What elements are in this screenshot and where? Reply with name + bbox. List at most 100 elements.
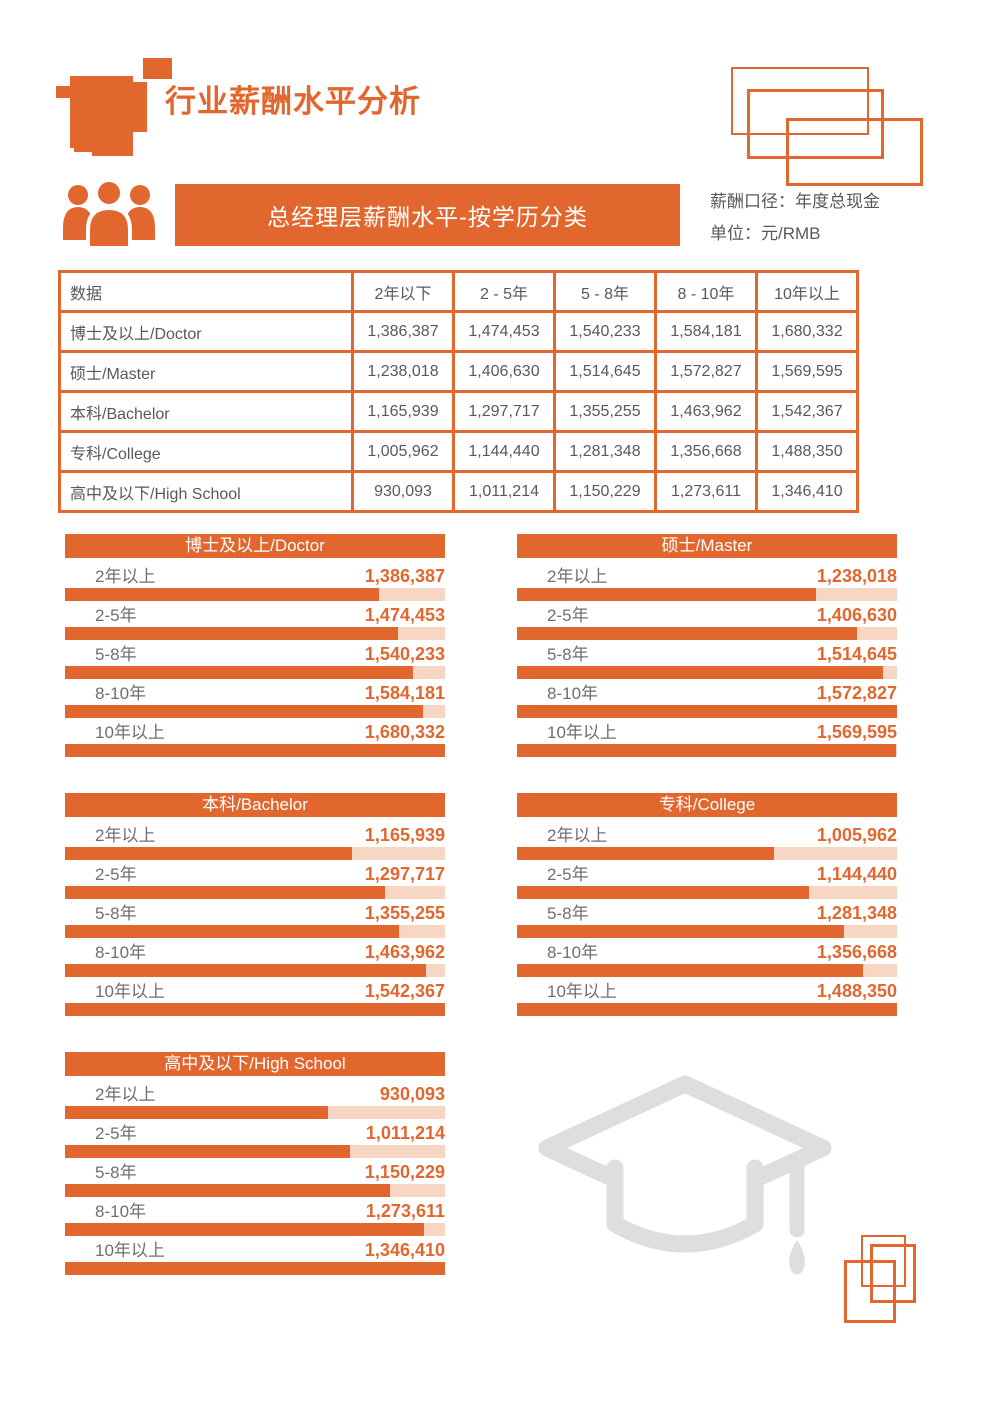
chart-bar-fill <box>517 1003 897 1016</box>
charts-grid: 博士及以上/Doctor 2年以上 1,386,387 2-5年 1,474,453 5-… <box>65 534 897 1275</box>
chart-value-label: 1,474,453 <box>364 605 445 625</box>
chart-category-label: 2-5年 <box>95 606 137 625</box>
chart-row: 8-10年 1,356,668 <box>517 938 897 977</box>
chart-bar-track <box>517 964 897 977</box>
chart-row-labels: 5-8年 1,355,255 <box>65 899 445 924</box>
table-row-label: 高中及以下/High School <box>58 470 354 513</box>
bar-chart-1: 博士及以上/Doctor 2年以上 1,386,387 2-5年 1,474,453 5-… <box>65 534 445 757</box>
chart-value-label: 1,355,255 <box>364 903 445 923</box>
chart-value-label: 1,572,827 <box>816 683 897 703</box>
chart-bar-track <box>65 1223 445 1236</box>
chart-bar-fill <box>517 666 883 679</box>
chart-category-label: 8-10年 <box>547 943 599 962</box>
people-group-icon <box>63 178 155 248</box>
chart-row: 8-10年 1,463,962 <box>65 938 445 977</box>
bar-chart-3: 本科/Bachelor 2年以上 1,165,939 2-5年 1,297,717 5-8… <box>65 793 445 1016</box>
table-cell-value: 1,273,611 <box>654 470 758 513</box>
chart-bar-fill <box>517 744 897 757</box>
decor-rect <box>844 1260 896 1323</box>
chart-bar-fill <box>65 1145 351 1158</box>
decor-rect <box>786 118 923 186</box>
chart-bar-track <box>517 925 897 938</box>
table-cell-value: 1,572,827 <box>654 350 758 393</box>
chart-category-label: 2-5年 <box>547 606 589 625</box>
meta-block: 薪酬口径：年度总现金 单位：元/RMB <box>710 186 880 250</box>
chart-row: 2-5年 1,297,717 <box>65 860 445 899</box>
table-cell-value: 1,540,233 <box>553 310 657 353</box>
chart-category-label: 5-8年 <box>547 645 589 664</box>
table-cell-value: 1,355,255 <box>553 390 657 433</box>
chart-row-labels: 5-8年 1,281,348 <box>517 899 897 924</box>
chart-value-label: 1,356,668 <box>816 942 897 962</box>
chart-title: 硕士/Master <box>517 534 897 558</box>
table-row-label: 博士及以上/Doctor <box>58 310 354 353</box>
chart-bar-track <box>517 666 897 679</box>
chart-row: 10年以上 1,488,350 <box>517 977 897 1016</box>
chart-category-label: 8-10年 <box>547 684 599 703</box>
table-row-label: 本科/Bachelor <box>58 390 354 433</box>
chart-bar-fill <box>65 666 414 679</box>
chart-bar-fill <box>65 1223 425 1236</box>
chart-row-labels: 8-10年 1,572,827 <box>517 679 897 704</box>
chart-bar-track <box>65 1262 445 1275</box>
chart-row: 10年以上 1,346,410 <box>65 1236 445 1275</box>
chart-row-labels: 2-5年 1,406,630 <box>517 601 897 626</box>
chart-row: 2年以上 1,165,939 <box>65 821 445 860</box>
decor-square <box>112 82 147 132</box>
chart-bar-track <box>65 1184 445 1197</box>
chart-category-label: 2-5年 <box>95 1124 137 1143</box>
chart-bar-track <box>65 666 445 679</box>
bar-chart-5: 高中及以下/High School 2年以上 930,093 2-5年 1,011,21… <box>65 1052 445 1275</box>
table-cell-value: 1,584,181 <box>654 310 758 353</box>
chart-bar-fill <box>65 627 399 640</box>
chart-row: 2-5年 1,011,214 <box>65 1119 445 1158</box>
chart-row-labels: 8-10年 1,273,611 <box>65 1197 445 1222</box>
chart-row-labels: 2年以上 1,238,018 <box>517 562 897 587</box>
table-row-label: 硕士/Master <box>58 350 354 393</box>
chart-category-label: 2年以上 <box>95 1085 156 1104</box>
chart-category-label: 2-5年 <box>547 865 589 884</box>
chart-value-label: 1,386,387 <box>364 566 445 586</box>
chart-category-label: 2年以上 <box>547 826 608 845</box>
chart-bar-track <box>65 744 445 757</box>
chart-bar-fill <box>65 847 353 860</box>
chart-title: 博士及以上/Doctor <box>65 534 445 558</box>
table-row-label: 专科/College <box>58 430 354 473</box>
chart-category-label: 8-10年 <box>95 943 147 962</box>
table-row: 硕士/Master 1,238,018 1,406,630 1,514,645 1,57… <box>58 350 859 393</box>
grad-cap-cell <box>535 1072 835 1302</box>
table-row: 高中及以下/High School 930,093 1,011,214 1,150,2… <box>58 470 859 513</box>
chart-row: 5-8年 1,281,348 <box>517 899 897 938</box>
chart-bar-track <box>65 1003 445 1016</box>
chart-value-label: 1,346,410 <box>364 1240 445 1260</box>
chart-row-labels: 2-5年 1,474,453 <box>65 601 445 626</box>
chart-row: 2-5年 1,144,440 <box>517 860 897 899</box>
decor-rect <box>731 67 869 135</box>
table-cell-value: 1,406,630 <box>452 350 556 393</box>
chart-bar-track <box>517 588 897 601</box>
chart-bar-track <box>65 705 445 718</box>
chart-row-labels: 8-10年 1,463,962 <box>65 938 445 963</box>
chart-row-labels: 5-8年 1,540,233 <box>65 640 445 665</box>
chart-row-labels: 10年以上 1,569,595 <box>517 718 897 743</box>
chart-bar-fill <box>517 847 774 860</box>
chart-value-label: 1,005,962 <box>816 825 897 845</box>
chart-row-labels: 2年以上 1,005,962 <box>517 821 897 846</box>
chart-category-label: 10年以上 <box>95 723 165 742</box>
chart-row-labels: 10年以上 1,346,410 <box>65 1236 445 1261</box>
chart-bar-fill <box>65 705 424 718</box>
page-title: 行业薪酬水平分析 <box>165 84 421 119</box>
table-row: 博士及以上/Doctor 1,386,387 1,474,453 1,540,233 1… <box>58 310 859 353</box>
decor-square <box>92 147 133 156</box>
chart-bar-fill <box>65 744 445 757</box>
salary-caliber-text: 薪酬口径：年度总现金 <box>710 192 880 211</box>
chart-value-label: 1,463,962 <box>364 942 445 962</box>
chart-bar-track <box>65 964 445 977</box>
chart-bar-track <box>65 1106 445 1119</box>
chart-bar-track <box>517 705 897 718</box>
chart-bar-fill <box>65 925 399 938</box>
chart-category-label: 5-8年 <box>95 904 137 923</box>
chart-category-label: 8-10年 <box>95 684 147 703</box>
table-cell-value: 1,356,668 <box>654 430 758 473</box>
table-cell-value: 1,165,939 <box>351 390 455 433</box>
